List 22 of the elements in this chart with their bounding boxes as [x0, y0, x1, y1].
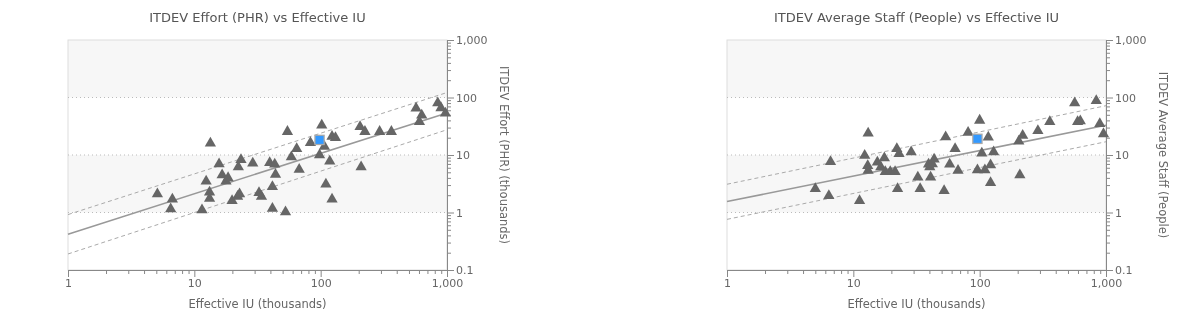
y-tick-label: 1 — [1115, 206, 1122, 220]
x-tick-label: 10 — [187, 277, 202, 291]
y-tick-label: 10 — [1115, 149, 1129, 163]
x-tick-label: 10 — [846, 277, 861, 291]
y-tick-label: 0.1 — [1115, 264, 1133, 278]
x-axis-title: Effective IU (thousands) — [847, 297, 986, 311]
x-tick-label: 100 — [969, 277, 991, 291]
y-axis-title: ITDEV Average Staff (People) — [1156, 71, 1170, 239]
y-tick-label: 1,000 — [1115, 34, 1147, 48]
y-tick-label: 1 — [456, 206, 463, 220]
x-tick-label: 1 — [65, 277, 72, 291]
x-axis-title: Effective IU (thousands) — [188, 297, 327, 311]
y-tick-label: 100 — [1115, 91, 1136, 105]
y-tick-label: 1,000 — [456, 34, 488, 48]
x-tick-label: 100 — [310, 277, 332, 291]
y-tick-label: 10 — [456, 149, 470, 163]
y-tick-label: 100 — [456, 91, 477, 105]
x-tick-label: 1 — [724, 277, 731, 291]
y-axis-title: ITDEV Effort (PHR) (thousands) — [497, 65, 511, 245]
chart-title: ITDEV Effort (PHR) vs Effective IU — [149, 10, 366, 25]
y-tick-label: 0.1 — [456, 264, 474, 278]
chart-title: ITDEV Average Staff (People) vs Effective IU — [773, 10, 1060, 25]
